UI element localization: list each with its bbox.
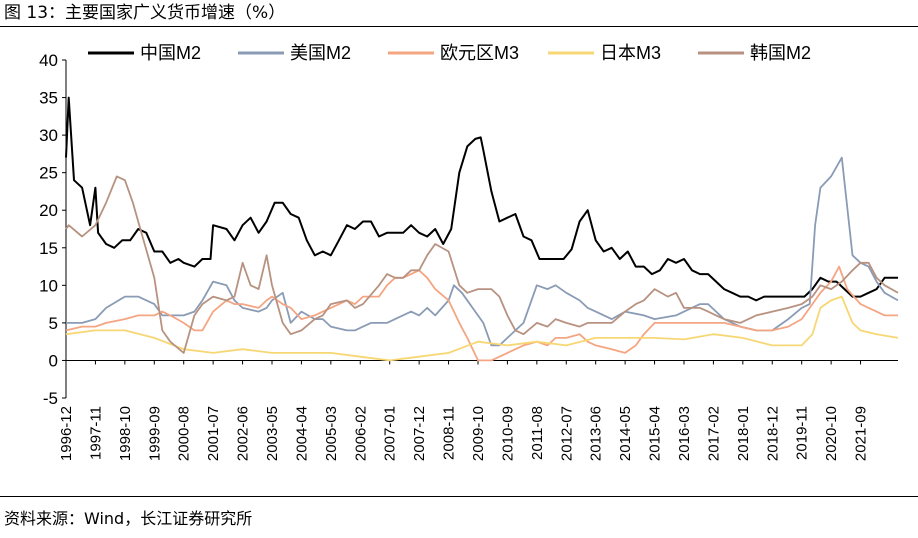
- x-tick-label: 2014-05: [617, 406, 634, 461]
- series-line-2: [66, 156, 899, 347]
- x-tick-label: 2004-04: [293, 406, 310, 461]
- legend-label-3: 欧元区M3: [440, 43, 519, 63]
- x-tick-label: 2018-12: [764, 406, 781, 461]
- y-tick-label: 0: [49, 351, 58, 370]
- x-tick-label: 2005-03: [323, 406, 340, 461]
- series-line-5: [65, 175, 899, 354]
- x-tick-label: 2018-01: [735, 406, 752, 461]
- legend-label-2: 美国M2: [290, 43, 351, 63]
- x-tick-label: 2003-05: [264, 406, 281, 461]
- series-line-1: [65, 96, 898, 302]
- top-rule: [0, 26, 918, 27]
- x-tick-label: 2020-10: [823, 406, 840, 461]
- y-tick-label: 40: [39, 51, 58, 70]
- x-tick-label: 1998-10: [117, 406, 134, 461]
- x-tick-label: 2016-03: [676, 406, 693, 461]
- line-chart: 中国M2 美国M2 欧元区M3 日本M3 韩国M2 -5 0 5 10 15 20 25 30 35 40…: [39, 43, 899, 461]
- y-axis: -5 0 5 10 15 20 25 30 35 40: [39, 51, 67, 408]
- x-tick-label: 2011-08: [529, 406, 546, 460]
- legend-label-4: 日本M3: [600, 43, 661, 63]
- x-axis: 1996-12 1997-11 1998-10 1999-09 2000-08 2001-…: [58, 359, 898, 461]
- y-tick-label: -5: [43, 389, 58, 408]
- bottom-rule: [0, 496, 918, 497]
- x-tick-label: 1999-09: [146, 406, 163, 461]
- y-tick-label: 5: [49, 314, 58, 333]
- x-tick-label: 1996-12: [58, 406, 75, 461]
- x-tick-label: 2009-10: [470, 406, 487, 461]
- x-tick-label: 2002-06: [235, 406, 252, 461]
- x-tick-label: 2019-11: [794, 406, 811, 460]
- y-tick-label: 35: [39, 89, 58, 108]
- x-tick-label: 1997-11: [87, 406, 104, 460]
- source-note: 资料来源：Wind，长江证券研究所: [4, 509, 253, 528]
- x-tick-label: 2021-09: [853, 406, 870, 461]
- chart-legend: 中国M2 美国M2 欧元区M3 日本M3 韩国M2: [88, 43, 811, 63]
- legend-label-5: 韩国M2: [750, 43, 811, 63]
- x-tick-label: 2012-07: [558, 406, 575, 461]
- x-tick-label: 2017-02: [705, 406, 722, 461]
- y-tick-label: 25: [39, 164, 58, 183]
- series-lines: [65, 96, 899, 362]
- legend-label-1: 中国M2: [140, 43, 201, 63]
- series-line-4: [65, 295, 899, 362]
- y-tick-label: 10: [39, 276, 58, 295]
- y-tick-label: 15: [39, 239, 58, 258]
- y-tick-label: 20: [39, 201, 58, 220]
- figure-title: 图 13：主要国家广义货币增速（%）: [4, 3, 286, 23]
- series-line-3: [65, 265, 898, 362]
- x-tick-label: 2015-04: [647, 406, 664, 461]
- x-tick-label: 2007-01: [382, 406, 399, 461]
- x-tick-label: 2000-08: [176, 406, 193, 461]
- x-tick-label: 2010-09: [499, 406, 516, 461]
- x-tick-label: 2007-12: [411, 406, 428, 461]
- y-tick-label: 30: [39, 126, 58, 145]
- x-tick-label: 2013-06: [588, 406, 605, 461]
- x-tick-label: 2001-07: [205, 406, 222, 461]
- x-tick-label: 2008-11: [441, 406, 458, 460]
- x-tick-label: 2006-02: [352, 406, 369, 461]
